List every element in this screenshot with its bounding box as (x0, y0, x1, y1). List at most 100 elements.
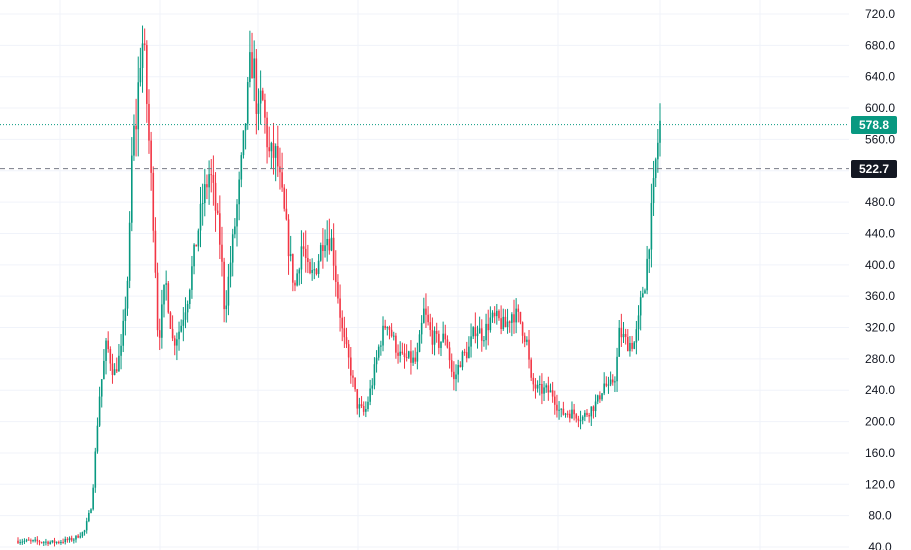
candle-body-up (594, 401, 597, 412)
candle-body-up (468, 346, 470, 359)
candle-body-up (90, 509, 92, 513)
candle-body-down (459, 364, 462, 368)
candle-body-up (124, 308, 127, 321)
candle-body-down (214, 182, 217, 211)
candle-body-down (384, 325, 386, 329)
candle-body-down (156, 272, 159, 331)
candle-body-up (558, 409, 560, 411)
candle-body-up (472, 327, 474, 337)
candle-body-down (304, 248, 307, 258)
candle-body-up (176, 339, 178, 346)
candle-body-up (191, 266, 193, 290)
candle-body-up (380, 345, 382, 347)
candle-body-up (188, 289, 191, 305)
candle-body-down (347, 344, 350, 358)
candle-body-down (285, 208, 288, 220)
candle-body-down (332, 237, 335, 266)
candle-body-up (455, 374, 457, 380)
candle-body-up (34, 539, 36, 541)
candle-body-down (350, 357, 352, 376)
candle-body-down (315, 269, 318, 274)
candle-body-down (17, 540, 19, 543)
candle-body-down (294, 282, 296, 286)
candle-body-up (412, 357, 414, 363)
candle-body-up (375, 357, 378, 365)
candle-body-down (448, 347, 451, 361)
candle-body-down (631, 342, 633, 349)
candle-body-down (277, 146, 279, 167)
candle-body-up (369, 388, 371, 402)
candle-body-down (588, 415, 590, 417)
candle-body-up (418, 334, 421, 352)
candle-body-down (251, 52, 253, 79)
candle-body-down (158, 330, 161, 338)
candle-body-down (435, 330, 438, 334)
candle-body-down (586, 412, 588, 416)
candle-body-up (502, 316, 505, 329)
candle-body-up (240, 155, 243, 180)
candle-body-down (562, 408, 565, 415)
candle-body-down (425, 308, 427, 315)
candle-body-down (337, 281, 339, 299)
candle-body-up (457, 364, 459, 375)
candle-body-up (23, 540, 26, 542)
price-lines (0, 124, 849, 170)
candle-body-up (75, 535, 77, 540)
candle-body-down (480, 328, 483, 341)
candle-body-up (538, 384, 541, 386)
candle-body-down (395, 335, 397, 353)
candle-body-up (377, 346, 380, 358)
candle-body-up (113, 369, 116, 375)
candle-body-up (100, 379, 103, 397)
candle-body-down (388, 327, 391, 330)
candle-body-up (118, 355, 120, 372)
candle-body-down (302, 246, 305, 249)
candle-body-up (81, 532, 84, 537)
candle-body-up (549, 390, 552, 393)
candle-body-down (30, 540, 32, 542)
candle-body-up (60, 542, 62, 544)
candle-body-down (143, 43, 146, 45)
y-tick-label: 320.0 (865, 321, 895, 335)
candle-body-down (592, 406, 595, 412)
y-tick-label: 240.0 (865, 383, 895, 397)
candle-body-up (85, 521, 88, 531)
candle-body-up (423, 308, 425, 323)
y-tick-label: 640.0 (865, 70, 895, 84)
candle-body-down (279, 166, 281, 173)
candle-body-up (616, 356, 618, 382)
candle-body-up (650, 203, 653, 250)
price-axis[interactable]: 40.0 80.0 120.0 160.0 200.0 240.0 280.0 320.0 36… (865, 7, 895, 550)
candle-body-up (358, 404, 361, 409)
candle-body-up (298, 269, 301, 274)
candle-body-up (96, 425, 99, 452)
candle-body-up (313, 269, 316, 271)
candle-body-down (530, 359, 532, 378)
candle-body-down (146, 44, 148, 104)
candle-body-up (55, 541, 58, 543)
candle-body-down (577, 418, 580, 421)
candle-body-down (444, 333, 447, 340)
candle-body-down (474, 327, 477, 337)
candle-body-up (324, 245, 326, 252)
candle-body-down (266, 117, 268, 148)
candle-body-up (491, 312, 494, 318)
candle-body-up (543, 387, 545, 394)
candle-body-down (569, 413, 571, 419)
y-tick-label: 400.0 (865, 258, 895, 272)
candle-body-down (115, 369, 118, 372)
candle-body-up (607, 384, 610, 386)
candle-body-down (566, 413, 569, 415)
candle-body-down (397, 352, 399, 356)
candle-body-up (231, 234, 234, 263)
candle-body-up (94, 451, 97, 488)
candle-body-up (79, 536, 82, 538)
candle-body-down (573, 409, 575, 415)
y-tick-label: 720.0 (865, 7, 895, 21)
candle-body-down (216, 210, 219, 214)
candle-body-up (367, 401, 369, 409)
candle-body-down (283, 187, 286, 209)
candle-body-up (141, 43, 144, 68)
